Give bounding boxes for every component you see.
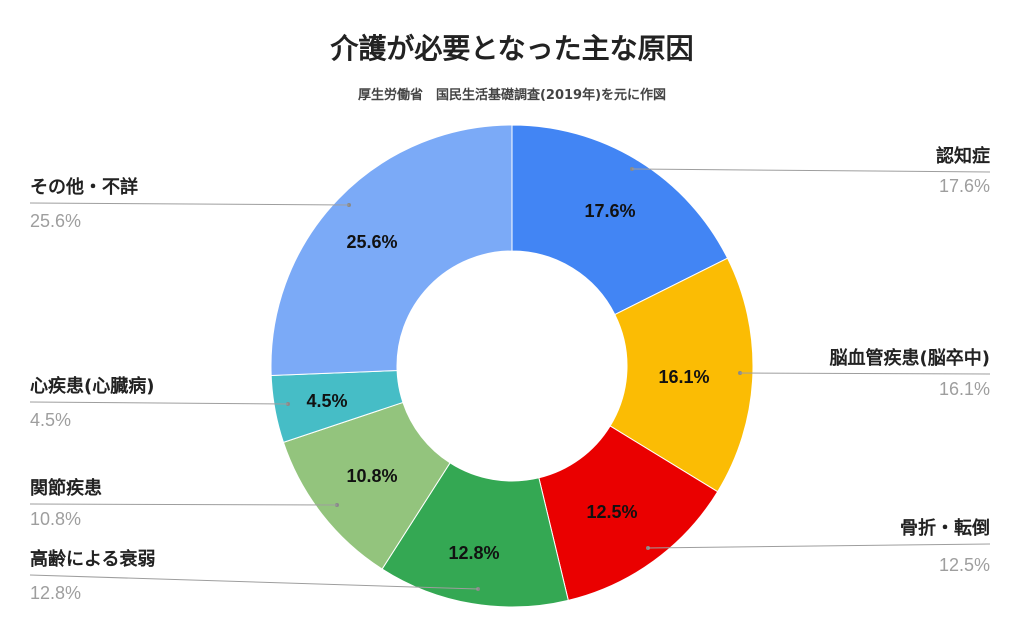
leader-line-7 [29, 202, 350, 206]
leader-line-2 [739, 372, 991, 375]
slice-7 [270, 124, 513, 376]
slice-1 [511, 124, 729, 316]
leader-line-3 [647, 543, 991, 549]
leader-line-6 [29, 401, 289, 405]
slice-name-label-5: 関節疾患 [30, 477, 102, 499]
leader-line-4 [29, 574, 479, 590]
slice-2 [609, 257, 754, 493]
slice-outer-pct-3: 12.5% [939, 555, 990, 575]
slice-outer-pct-4: 12.8% [30, 583, 81, 603]
slice-outer-pct-6: 4.5% [30, 410, 71, 430]
slice-inner-label-2: 16.1% [658, 367, 709, 387]
outer-labels-group: 認知症 17.6% 脳血管疾患(脳卒中) 16.1% 骨折・転倒 12.5% 高齢による衰弱… [30, 145, 990, 603]
slice-name-label-2: 脳血管疾患(脳卒中) [830, 347, 990, 369]
slice-name-label-7: その他・不詳 [30, 176, 138, 198]
slice-inner-label-5: 10.8% [346, 466, 397, 486]
leader-line-5 [29, 503, 338, 506]
slice-inner-label-3: 12.5% [586, 502, 637, 522]
slice-outer-pct-7: 25.6% [30, 211, 81, 231]
chart-subtitle: 厚生労働省 国民生活基礎調査(2019年)を元に作図 [358, 87, 666, 103]
slice-outer-pct-5: 10.8% [30, 509, 81, 529]
slice-outer-pct-2: 16.1% [939, 379, 990, 399]
slice-name-label-3: 骨折・転倒 [900, 517, 990, 539]
slice-inner-label-1: 17.6% [584, 201, 635, 221]
leader-line-1 [631, 168, 991, 173]
slice-inner-label-6: 4.5% [306, 391, 347, 411]
chart-title: 介護が必要となった主な原因 [329, 32, 693, 65]
inner-labels-group: 17.6% 16.1% 12.5% 12.8% 10.8% 4.5% 25.6% [306, 201, 709, 563]
slices-group [270, 124, 754, 608]
slice-name-label-6: 心疾患(心臓病) [30, 375, 154, 397]
slice-inner-label-7: 25.6% [346, 232, 397, 252]
slice-outer-pct-1: 17.6% [939, 176, 990, 196]
slice-name-label-4: 高齢による衰弱 [30, 548, 155, 570]
leader-lines-group [29, 167, 991, 591]
slice-inner-label-4: 12.8% [448, 543, 499, 563]
slice-name-label-1: 認知症 [936, 145, 990, 167]
